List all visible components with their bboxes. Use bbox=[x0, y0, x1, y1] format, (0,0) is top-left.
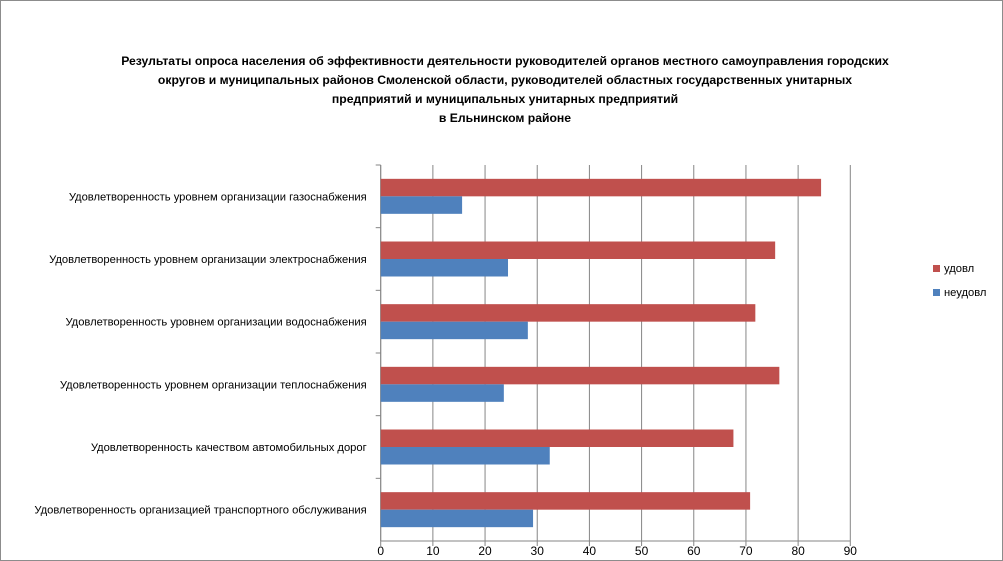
legend-label: неудовл bbox=[944, 287, 986, 299]
bar-neudovl bbox=[380, 509, 534, 528]
title-line: предприятий и муниципальных унитарных пр… bbox=[331, 92, 679, 106]
x-tick-label: 80 bbox=[791, 544, 805, 558]
x-tick-label: 50 bbox=[635, 544, 649, 558]
x-tick-label: 40 bbox=[583, 544, 597, 558]
bar-udovl bbox=[380, 178, 822, 197]
bar-neudovl bbox=[380, 321, 528, 340]
title-line: округов и муниципальных районов Смоленск… bbox=[157, 73, 853, 87]
title-line: Результаты опроса населения об эффективн… bbox=[121, 54, 889, 68]
bar-neudovl bbox=[380, 384, 504, 402]
x-tick-label: 20 bbox=[478, 544, 492, 558]
bar-udovl bbox=[380, 429, 734, 447]
x-tick-label: 90 bbox=[844, 544, 858, 558]
category-label: Удовлетворенность уровнем организации во… bbox=[65, 317, 366, 329]
bar-neudovl bbox=[380, 196, 463, 214]
x-tick-label: 30 bbox=[531, 544, 545, 558]
x-tick-label: 0 bbox=[377, 544, 384, 558]
bar-udovl bbox=[380, 304, 756, 322]
bar-neudovl bbox=[380, 259, 509, 277]
title-line: в Ельнинском районе bbox=[438, 111, 572, 125]
x-tick-label: 60 bbox=[687, 544, 701, 558]
category-label: Удовлетворенность уровнем организации эл… bbox=[49, 254, 367, 266]
category-label: Удовлетворенность уровнем организации те… bbox=[60, 379, 367, 391]
x-tick-label: 10 bbox=[426, 544, 440, 558]
chart-title: Результаты опроса населения об эффективн… bbox=[90, 52, 920, 128]
category-label: Удовлетворенность уровнем организации га… bbox=[69, 191, 367, 203]
legend-swatch bbox=[933, 289, 940, 296]
bar-neudovl bbox=[380, 447, 550, 465]
x-tick-label: 70 bbox=[739, 544, 753, 558]
bar-udovl bbox=[380, 492, 751, 510]
category-label: Удовлетворенность качеством автомобильны… bbox=[91, 442, 367, 454]
bar-udovl bbox=[380, 366, 780, 385]
legend-label: удовл bbox=[944, 263, 974, 275]
category-label: Удовлетворенность организацией транспорт… bbox=[34, 505, 366, 517]
legend-swatch bbox=[933, 265, 940, 272]
bar-udovl bbox=[380, 241, 776, 259]
